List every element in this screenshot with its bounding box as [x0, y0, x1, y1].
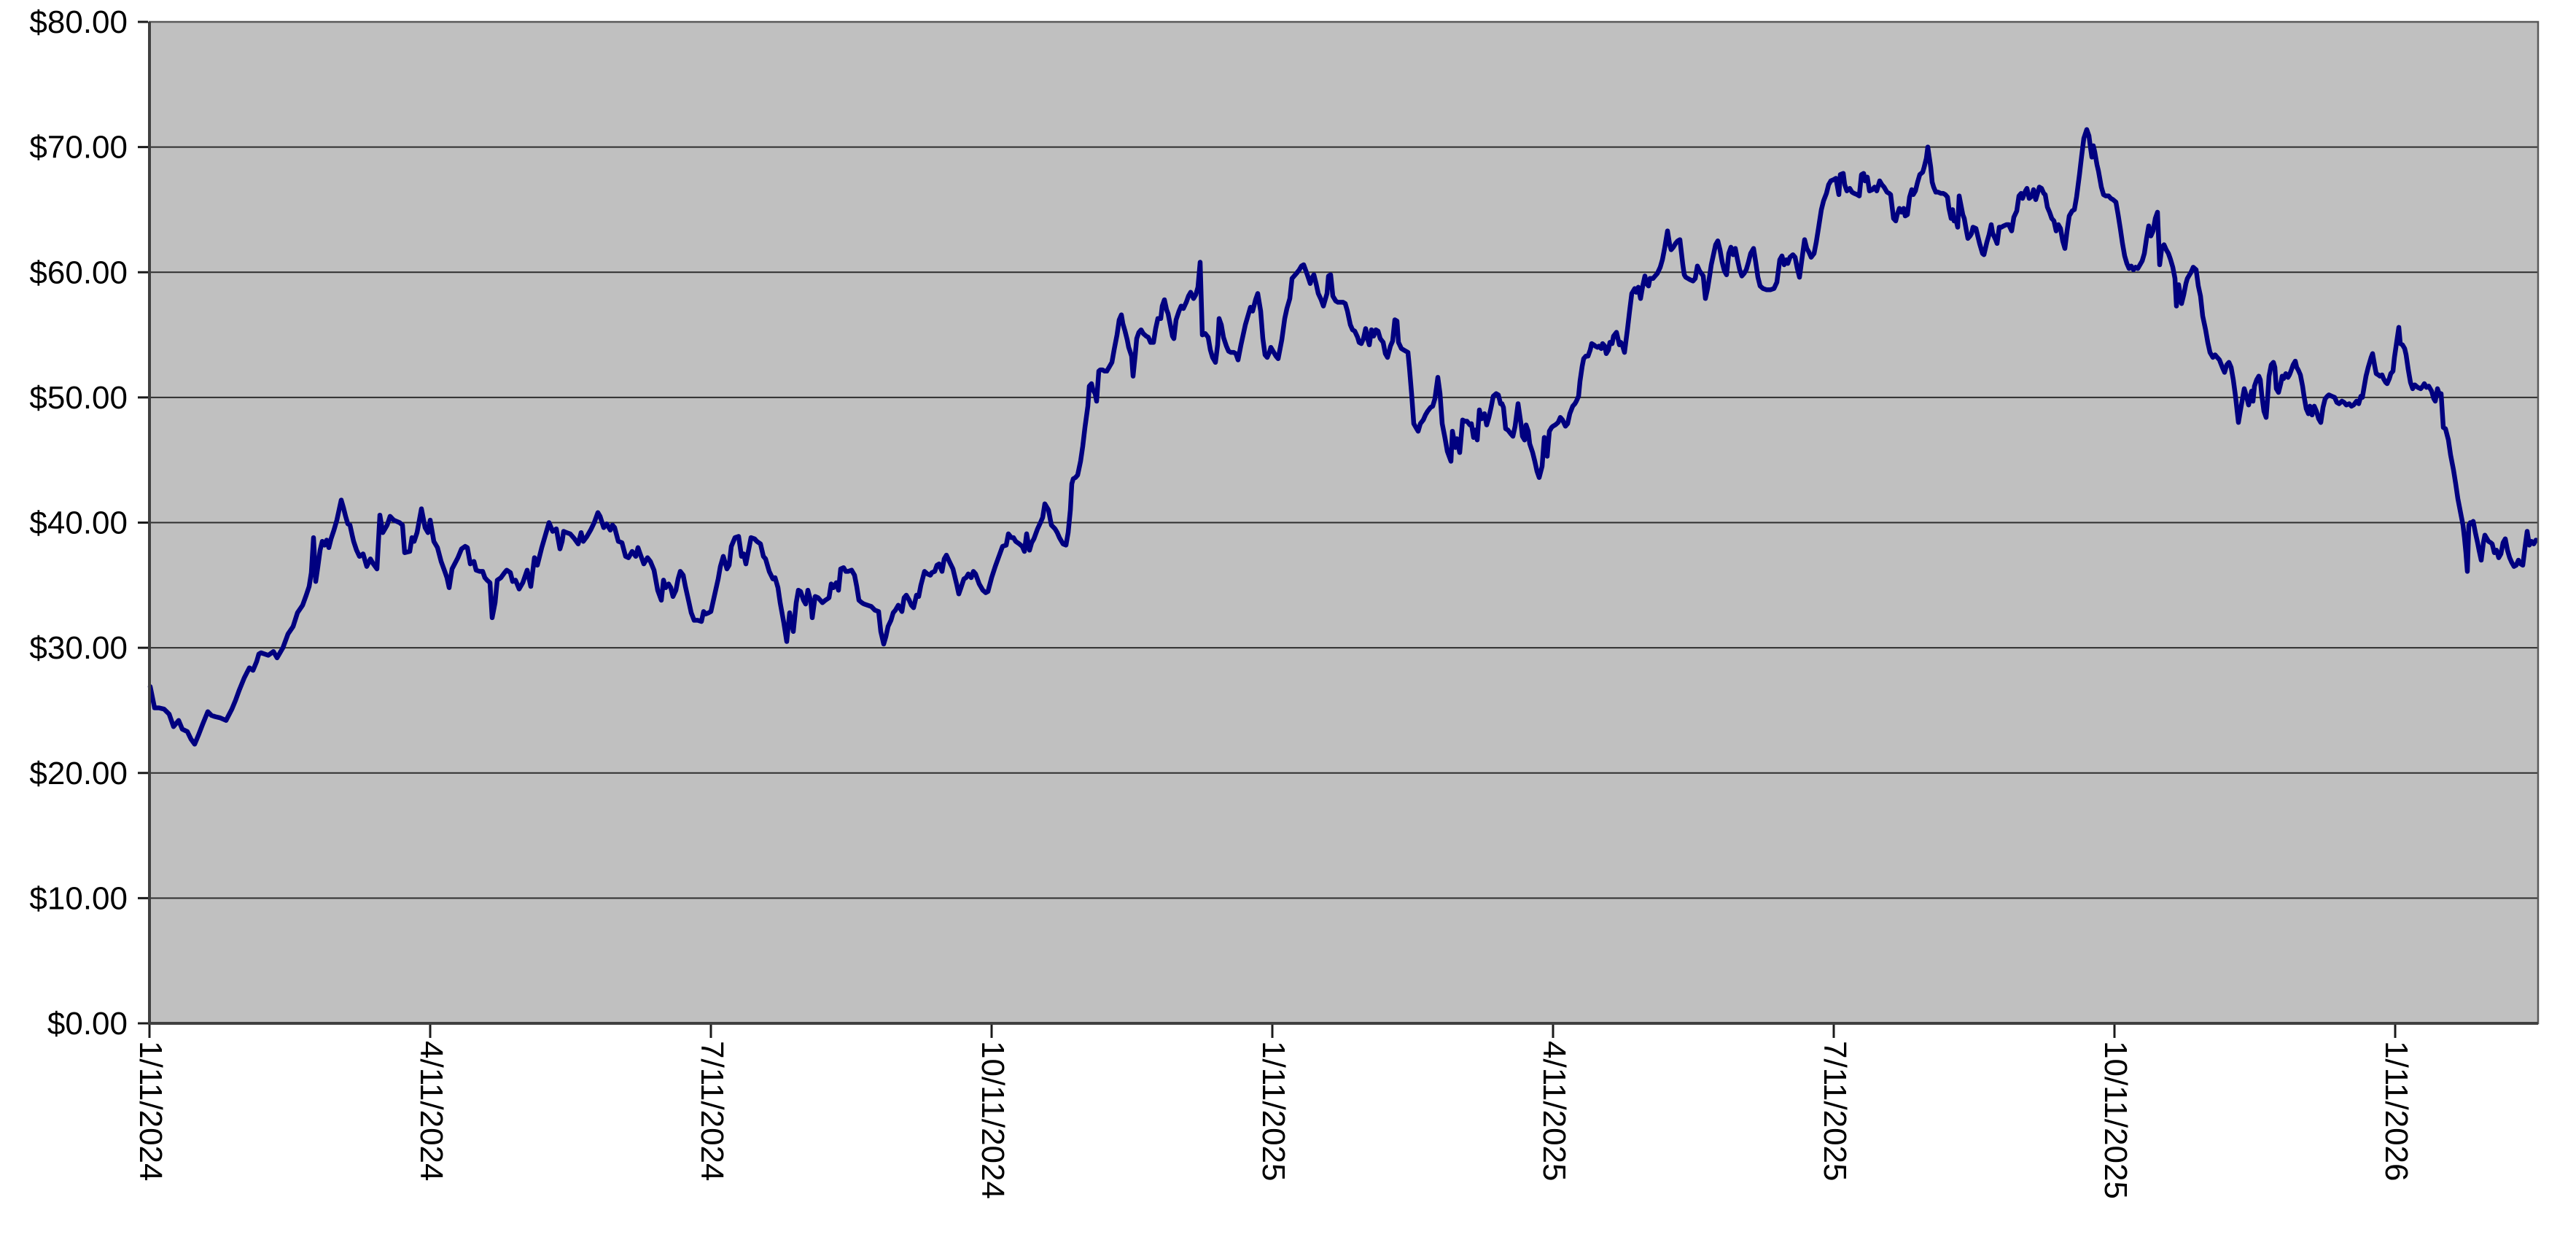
y-axis-label: $80.00: [29, 4, 128, 40]
x-axis-label: 7/11/2024: [694, 1041, 730, 1181]
x-axis-label: 1/11/2026: [2378, 1041, 2414, 1181]
x-axis-label: 1/11/2025: [1256, 1041, 1291, 1181]
y-axis-label: $70.00: [29, 130, 128, 166]
price-line: [147, 127, 2539, 747]
y-axis-label: $50.00: [29, 380, 128, 416]
x-axis-label: 4/11/2024: [413, 1041, 449, 1181]
y-axis-label: $40.00: [29, 505, 128, 541]
x-axis-label: 1/11/2024: [133, 1041, 168, 1181]
y-axis-label: $20.00: [29, 756, 128, 791]
y-axis-label: $0.00: [47, 1006, 128, 1042]
x-axis-label: 7/11/2025: [1817, 1041, 1853, 1181]
y-axis-label: $10.00: [29, 880, 128, 916]
y-axis-label: $30.00: [29, 630, 128, 666]
x-axis-label: 10/11/2024: [975, 1041, 1011, 1199]
x-axis-label: 4/11/2025: [1536, 1041, 1572, 1181]
x-axis-label: 10/11/2025: [2098, 1041, 2133, 1199]
y-axis-label: $60.00: [29, 255, 128, 290]
